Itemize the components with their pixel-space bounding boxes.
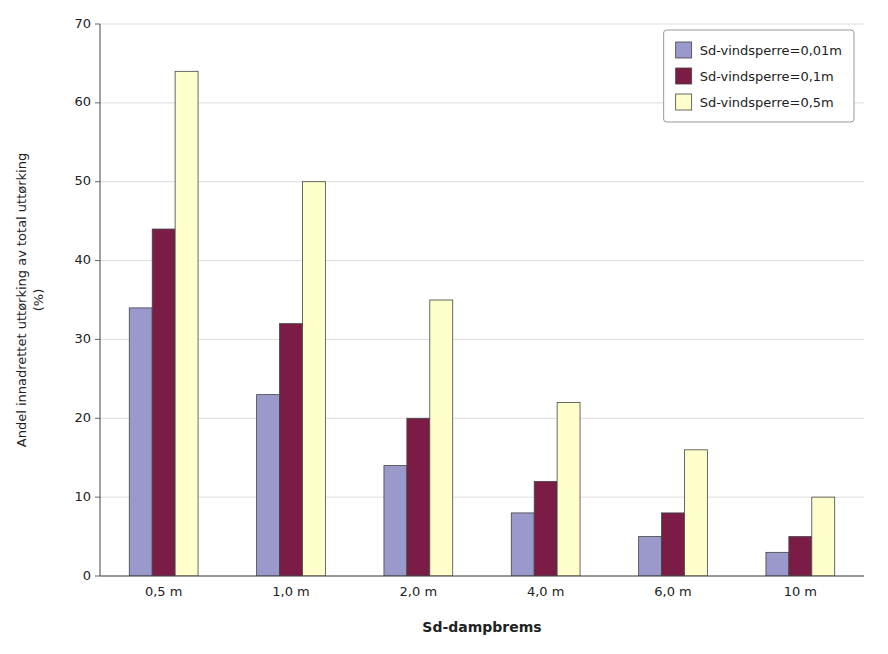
bar: [684, 450, 707, 576]
x-tick-label: 1,0 m: [272, 584, 309, 599]
bar: [175, 71, 198, 576]
y-tick: [95, 260, 100, 261]
x-axis: 0,5 m 1,0 m 2,0 m 4,0 m 6,0 m 10 m: [145, 584, 817, 599]
bar: [430, 300, 453, 576]
chart-container: 0 10 20 30 40 50 60 70 0,5 m 1,0 m 2,0 m 4,0 m 6,0 m…: [0, 0, 888, 654]
y-tick: [95, 24, 100, 25]
y-tick-label: 60: [74, 94, 91, 109]
legend-box: [664, 30, 854, 122]
x-tick-label: 10 m: [784, 584, 817, 599]
chart: 0 10 20 30 40 50 60 70 0,5 m 1,0 m 2,0 m 4,0 m 6,0 m…: [0, 0, 888, 654]
y-tick: [95, 181, 100, 182]
x-axis-label: Sd-dampbrems: [422, 619, 541, 635]
bar: [789, 537, 812, 576]
y-tick-label: 10: [74, 489, 91, 504]
bar: [639, 537, 662, 576]
grid-line: [100, 497, 864, 498]
grid-line: [100, 418, 864, 419]
bar: [662, 513, 685, 576]
legend-swatch: [676, 94, 692, 110]
y-tick: [95, 102, 100, 103]
bar: [152, 229, 175, 576]
y-tick-label: 70: [74, 16, 91, 31]
y-axis-line: [100, 24, 101, 576]
y-tick: [95, 339, 100, 340]
legend-swatch: [676, 42, 692, 58]
legend-label: Sd-vindsperre=0,1m: [700, 69, 834, 84]
grid-line: [100, 24, 864, 25]
y-tick: [95, 576, 100, 577]
x-axis-line: [100, 576, 864, 577]
bar-series: [175, 71, 835, 576]
bar: [280, 324, 303, 576]
y-axis-label: Andel innadrettet uttørking av total utt…: [14, 153, 46, 447]
grid-line: [100, 576, 864, 577]
y-axis-label-line: (%): [31, 289, 46, 312]
y-tick: [95, 497, 100, 498]
bar: [534, 481, 557, 576]
bars: [129, 71, 834, 576]
x-tick-label: 0,5 m: [145, 584, 182, 599]
y-axis-label-line: Andel innadrettet uttørking av total utt…: [14, 153, 29, 447]
x-tick-label: 2,0 m: [400, 584, 437, 599]
y-tick-label: 50: [74, 173, 91, 188]
y-tick-label: 0: [83, 568, 91, 583]
legend-label: Sd-vindsperre=0,01m: [700, 43, 842, 58]
grid-line: [100, 260, 864, 261]
bar: [257, 395, 280, 576]
bar-series: [129, 308, 789, 576]
legend: Sd-vindsperre=0,01m Sd-vindsperre=0,1m Sd-…: [664, 30, 854, 122]
legend-label: Sd-vindsperre=0,5m: [700, 95, 834, 110]
bar: [407, 418, 430, 576]
legend-swatch: [676, 68, 692, 84]
y-axis: 0 10 20 30 40 50 60 70: [74, 16, 864, 583]
bar: [557, 403, 580, 576]
bar: [511, 513, 534, 576]
grid-line: [100, 181, 864, 182]
y-tick-label: 20: [74, 410, 91, 425]
x-tick-label: 6,0 m: [654, 584, 691, 599]
y-tick-label: 40: [74, 252, 91, 267]
x-tick-label: 4,0 m: [527, 584, 564, 599]
bar: [384, 466, 407, 576]
bar: [812, 497, 835, 576]
bar: [766, 552, 789, 576]
y-tick: [95, 418, 100, 419]
bar-series: [152, 229, 812, 576]
y-tick-label: 30: [74, 331, 91, 346]
bar: [302, 182, 325, 576]
grid-line: [100, 339, 864, 340]
bar: [129, 308, 152, 576]
